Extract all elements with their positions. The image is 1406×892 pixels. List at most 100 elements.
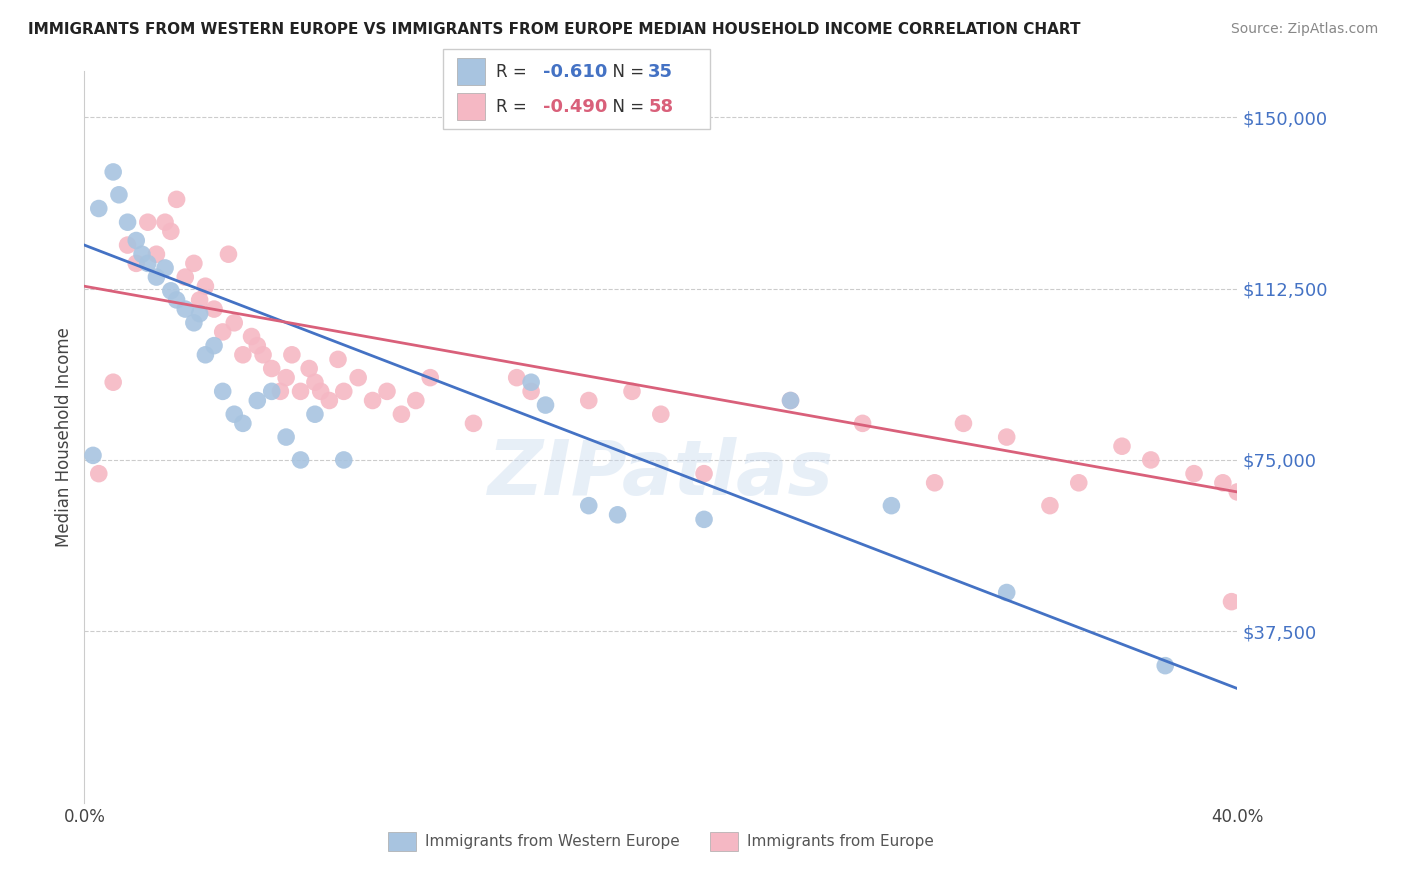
Point [952,417,974,431]
Point [125,234,148,248]
Point [211,325,233,339]
Point [232,417,254,431]
Point [202,338,225,352]
Point [194,348,217,362]
Point [117,238,139,252]
Point [1226,484,1249,499]
Point [506,370,529,384]
Point [779,393,801,408]
Text: -0.610: -0.610 [543,62,607,80]
Point [174,270,197,285]
Point [693,467,716,481]
Text: IMMIGRANTS FROM WESTERN EUROPE VS IMMIGRANTS FROM EUROPE MEDIAN HOUSEHOLD INCOME: IMMIGRANTS FROM WESTERN EUROPE VS IMMIGR… [28,22,1081,37]
Point [131,247,153,261]
Point [224,316,246,330]
Text: 58: 58 [648,98,673,116]
Point [290,384,312,399]
Point [347,370,370,384]
Point [260,384,283,399]
Point [183,256,205,270]
Point [153,215,176,229]
Point [375,384,398,399]
Point [103,375,124,389]
Point [246,393,269,408]
Point [125,256,148,270]
Point [174,301,197,317]
Point [1182,467,1205,481]
Point [621,384,644,399]
Point [194,279,217,293]
Text: R =: R = [496,62,533,80]
Point [246,338,269,352]
Point [578,499,600,513]
Text: ZIPatlas: ZIPatlas [488,437,834,510]
Point [281,348,304,362]
Point [1220,594,1243,608]
Point [290,453,312,467]
Y-axis label: Median Household Income: Median Household Income [55,327,73,547]
Point [534,398,557,412]
Point [693,512,716,526]
Point [145,247,167,261]
Point [298,361,321,376]
Point [463,417,485,431]
Point [852,417,875,431]
Point [1140,453,1163,467]
Point [103,165,124,179]
Point [87,467,110,481]
Point [252,348,274,362]
Text: 35: 35 [648,62,673,80]
Point [419,370,441,384]
Point [995,585,1018,599]
Text: -0.490: -0.490 [543,98,607,116]
Point [276,370,298,384]
Point [578,393,600,408]
Point [188,293,211,307]
Point [779,393,801,408]
Point [304,375,326,389]
Point [269,384,291,399]
Point [224,407,246,421]
Point [405,393,427,408]
Point [924,475,946,490]
Point [880,499,903,513]
Point [232,348,254,362]
Point [326,352,349,367]
Point [188,307,211,321]
Point [87,202,110,216]
Point [318,393,340,408]
Point [240,329,263,343]
Point [166,192,188,206]
Point [309,384,332,399]
Text: N =: N = [602,98,650,116]
Point [650,407,672,421]
Text: N =: N = [602,62,650,80]
Text: Source: ZipAtlas.com: Source: ZipAtlas.com [1230,22,1378,37]
Point [153,260,176,275]
Point [1212,475,1234,490]
Point [211,384,233,399]
Point [108,187,131,202]
Point [276,430,298,444]
Point [361,393,384,408]
Point [145,270,167,285]
Point [333,453,356,467]
Point [82,448,104,462]
Point [1154,658,1177,673]
Point [391,407,413,421]
Point [202,301,225,317]
Text: R =: R = [496,98,533,116]
Point [117,215,139,229]
Point [333,384,356,399]
Legend: Immigrants from Western Europe, Immigrants from Europe: Immigrants from Western Europe, Immigran… [382,825,939,857]
Point [1067,475,1090,490]
Point [166,293,188,307]
Point [260,361,283,376]
Point [520,375,543,389]
Point [1039,499,1062,513]
Point [136,215,159,229]
Point [520,384,543,399]
Point [136,256,159,270]
Point [304,407,326,421]
Point [160,224,183,238]
